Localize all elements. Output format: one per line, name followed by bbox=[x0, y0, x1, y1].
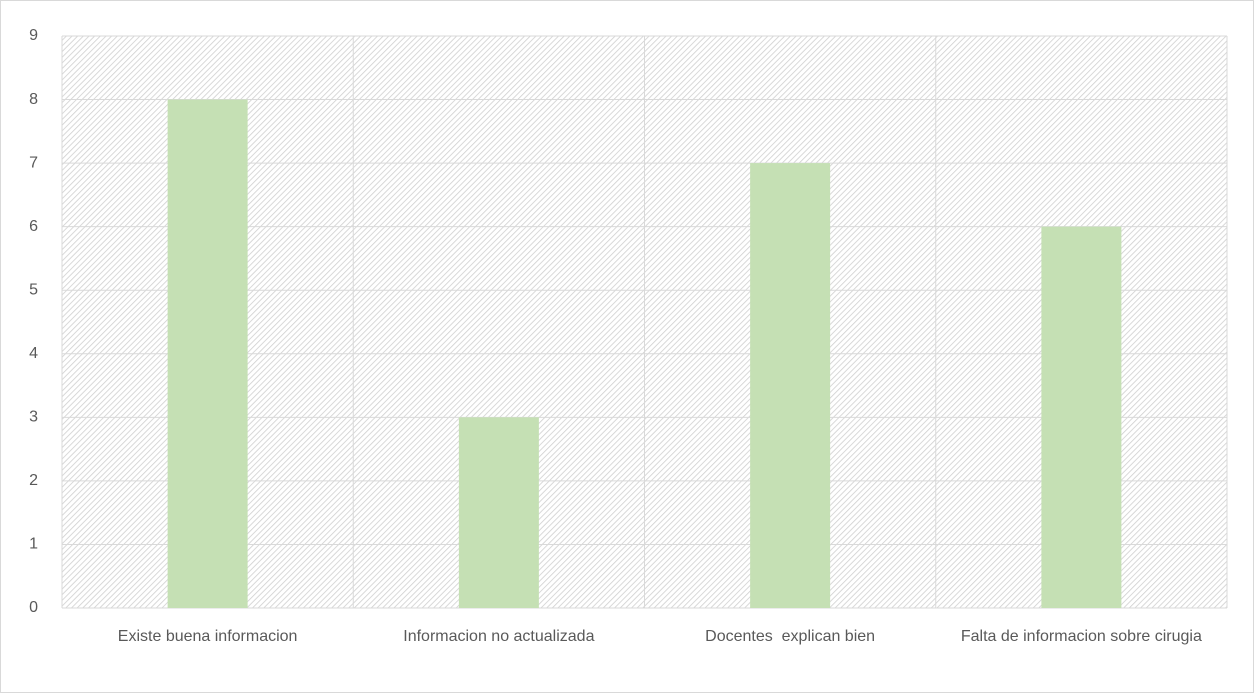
x-tick-label: Existe buena informacion bbox=[117, 628, 298, 645]
x-tick-label: Docentes explican bien bbox=[705, 628, 876, 645]
y-tick-label: 4 bbox=[29, 345, 38, 362]
bar bbox=[167, 99, 248, 609]
y-tick-label: 9 bbox=[29, 27, 38, 44]
x-tick-label: Falta de informacion sobre cirugia bbox=[960, 628, 1202, 645]
bar bbox=[750, 163, 831, 608]
y-tick-label: 0 bbox=[29, 599, 38, 616]
y-tick-label: 1 bbox=[29, 536, 38, 553]
x-tick-label: Informacion no actualizada bbox=[403, 628, 595, 645]
bar bbox=[458, 417, 539, 608]
y-tick-label: 6 bbox=[29, 218, 38, 235]
y-tick-label: 8 bbox=[29, 91, 38, 108]
y-tick-label: 2 bbox=[29, 472, 38, 489]
y-tick-label: 3 bbox=[29, 409, 38, 426]
y-tick-label: 5 bbox=[29, 281, 38, 298]
y-tick-label: 7 bbox=[29, 154, 38, 171]
bar bbox=[1041, 226, 1122, 608]
